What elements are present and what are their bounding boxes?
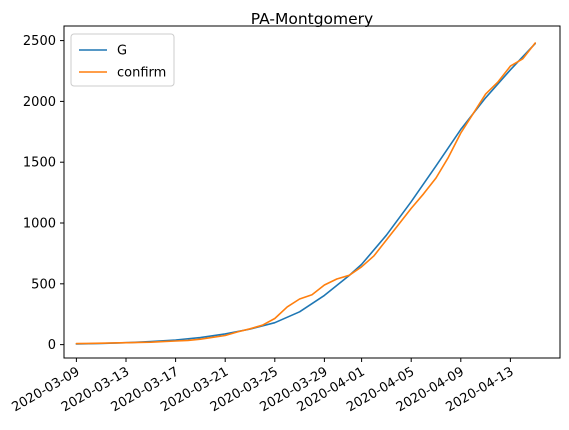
y-tick-label: 1500: [23, 156, 56, 171]
series-line-confirm: [75, 42, 536, 345]
legend-box: [70, 33, 175, 87]
y-tick-label: 0: [48, 338, 56, 353]
y-tick-label: 2000: [23, 95, 56, 110]
x-axis: 2020-03-092020-03-132020-03-172020-03-21…: [9, 358, 516, 415]
series-line-G: [75, 42, 536, 345]
y-tick-label: 1000: [23, 217, 56, 232]
y-tick-label: 500: [31, 277, 56, 292]
plot-lines: [75, 42, 536, 345]
legend-label-G: G: [117, 44, 127, 59]
legend-label-confirm: confirm: [117, 66, 166, 81]
y-tick-label: 2500: [23, 34, 56, 49]
y-axis: 0 500 1000 1500 2000 2500: [23, 34, 64, 353]
plot-frame: [63, 25, 561, 359]
chart-title: PA-Montgomery: [251, 10, 373, 28]
